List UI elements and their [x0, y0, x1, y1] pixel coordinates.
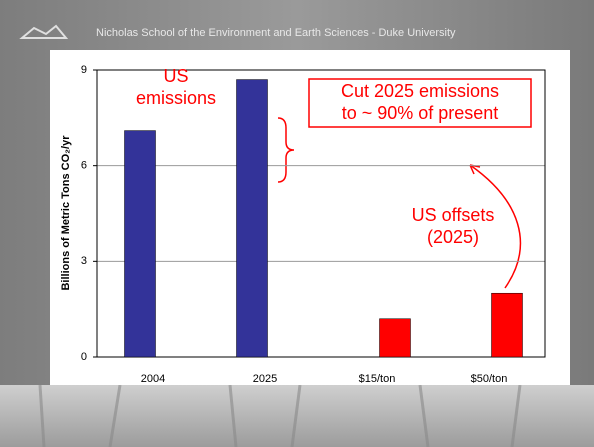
annotation: (2025) [427, 227, 479, 247]
tree-texture [38, 384, 522, 447]
annotation: Cut 2025 emissions [341, 81, 499, 101]
bar [236, 79, 268, 358]
bar [124, 130, 156, 358]
arrow [469, 164, 521, 289]
logo [19, 24, 69, 39]
annotation: US [163, 66, 188, 86]
annotation: US offsets [412, 205, 495, 225]
y-tick-label: 6 [81, 160, 87, 172]
y-tick-label: 3 [81, 255, 87, 267]
header-text: Nicholas School of the Environment and E… [96, 27, 456, 39]
annotation: emissions [136, 88, 216, 108]
y-tick-label: 9 [81, 64, 87, 76]
plot-frame [96, 69, 546, 358]
bar [379, 318, 411, 358]
x-tick-label: $50/ton [471, 373, 508, 385]
y-tick-label: 0 [81, 351, 87, 363]
annotation: to ~ 90% of present [342, 103, 499, 123]
y-axis-label: Billions of Metric Tons CO₂/yr [60, 135, 72, 291]
bar [491, 292, 523, 358]
x-tick-label: $15/ton [359, 373, 396, 385]
x-tick-label: 2025 [253, 373, 277, 385]
annotation-box [308, 78, 532, 128]
x-tick-label: 2004 [141, 373, 165, 385]
brace [277, 117, 295, 183]
